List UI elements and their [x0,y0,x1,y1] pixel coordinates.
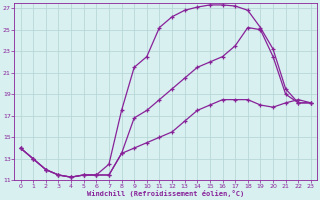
X-axis label: Windchill (Refroidissement éolien,°C): Windchill (Refroidissement éolien,°C) [87,190,244,197]
